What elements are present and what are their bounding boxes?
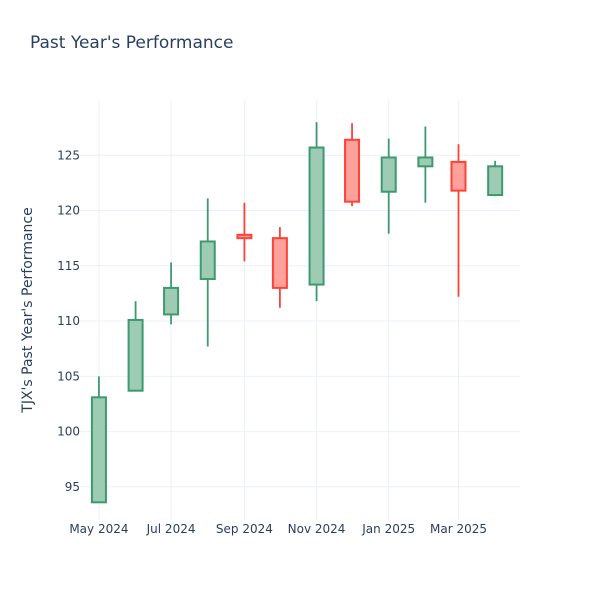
candle-body <box>487 165 504 197</box>
candle-body <box>380 156 397 193</box>
y-tick-label: 120 <box>57 204 80 218</box>
candle-body <box>127 318 144 392</box>
x-tick-label: Nov 2024 <box>288 522 346 536</box>
candle-decreasing <box>450 144 467 297</box>
y-tick-label: 95 <box>65 480 80 494</box>
candle-body <box>450 160 467 192</box>
candle-body <box>163 286 180 316</box>
y-tick-label: 115 <box>57 259 80 273</box>
y-tick-label: 105 <box>57 369 80 383</box>
candle-increasing <box>308 122 325 302</box>
tick-layer: 95 100 105 110 115 120 125 May 2024 Jul 2024 Sep … <box>57 148 487 536</box>
candle-body <box>199 240 216 281</box>
candle-increasing <box>417 126 434 203</box>
candle-increasing <box>487 160 504 197</box>
y-tick-label: 125 <box>57 148 80 162</box>
candle-increasing <box>127 301 144 392</box>
y-axis-title: TJX's Past Year's Performance <box>20 207 36 413</box>
candle-decreasing <box>271 227 288 308</box>
y-tick-label: 110 <box>57 314 80 328</box>
candle-body <box>271 237 288 289</box>
candle-decreasing <box>236 202 253 262</box>
candle-body <box>417 156 434 168</box>
x-tick-label: May 2024 <box>69 522 128 536</box>
candle-decreasing <box>344 123 361 207</box>
candle-body <box>90 396 107 504</box>
candle-layer <box>90 122 504 504</box>
candle-increasing <box>380 138 397 234</box>
candle-body <box>344 138 361 203</box>
x-tick-label: Sep 2024 <box>216 522 273 536</box>
chart-title: Past Year's Performance <box>30 33 234 53</box>
candle-increasing <box>90 376 107 504</box>
y-tick-label: 100 <box>57 425 80 439</box>
candle-body <box>236 233 253 240</box>
candle-increasing <box>199 198 216 347</box>
x-tick-label: Mar 2025 <box>430 522 487 536</box>
candle-increasing <box>163 262 180 325</box>
candle-body <box>308 146 325 286</box>
x-tick-label: Jan 2025 <box>361 522 415 536</box>
x-tick-label: Jul 2024 <box>146 522 196 536</box>
